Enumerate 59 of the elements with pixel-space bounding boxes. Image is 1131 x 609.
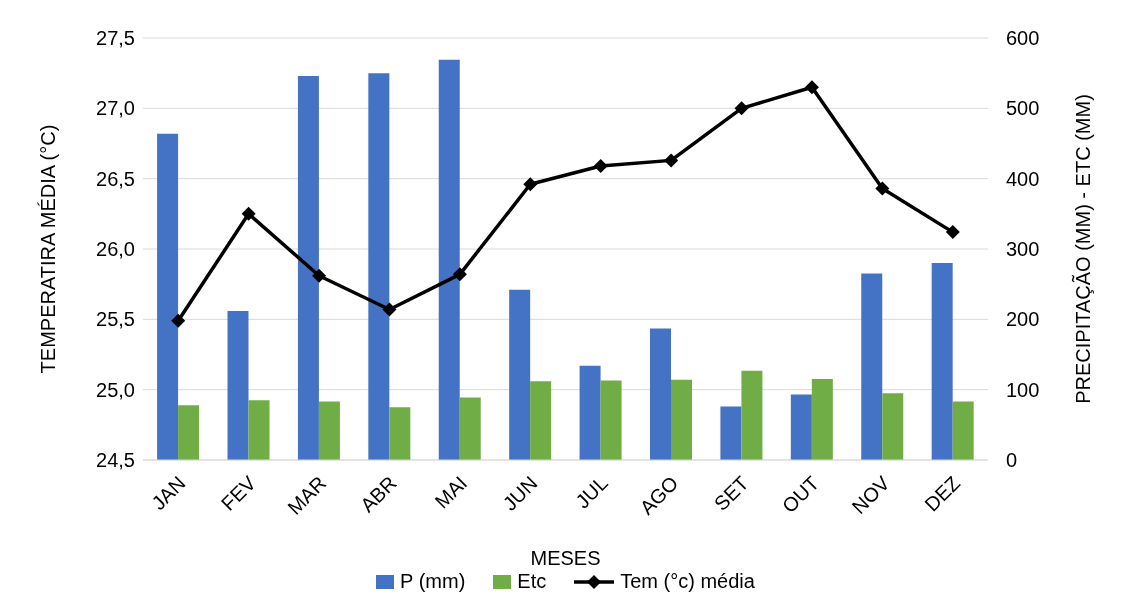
bar — [861, 273, 883, 460]
y-tick-label: 27,5 — [96, 27, 135, 50]
y2-tick-label: 600 — [1006, 27, 1040, 49]
y-tick-label: 25,5 — [96, 308, 135, 331]
bar — [671, 379, 692, 460]
bar — [579, 365, 601, 460]
y2-tick-label: 100 — [1006, 378, 1040, 401]
y-tick-label: 25,0 — [96, 378, 135, 401]
bar — [600, 380, 622, 460]
bar — [720, 406, 742, 460]
point — [171, 313, 186, 328]
bar — [952, 401, 974, 460]
bar — [368, 73, 390, 460]
y-tick-label: 24,5 — [96, 449, 135, 472]
bar — [790, 394, 812, 460]
y2-tick-label: 500 — [1006, 97, 1040, 120]
x-tick-label: JUL — [571, 471, 613, 513]
y-axis-title: TEMPERATIRA MÉDIA (°C) — [37, 124, 60, 374]
point — [593, 159, 608, 174]
point — [241, 206, 256, 221]
point — [664, 153, 679, 168]
bar — [157, 133, 179, 460]
point — [523, 177, 538, 192]
y2-tick-label: 400 — [1006, 167, 1040, 190]
bar — [389, 407, 411, 460]
bar — [248, 400, 270, 460]
bar — [318, 401, 340, 460]
bar — [650, 328, 671, 460]
x-axis-title: MESES — [530, 547, 601, 569]
bar — [178, 405, 200, 460]
bar — [227, 310, 249, 460]
bar — [459, 397, 481, 460]
y-tick-label: 27,0 — [96, 97, 135, 120]
bar — [811, 379, 833, 460]
bar — [438, 59, 460, 460]
bar — [882, 393, 904, 460]
point — [452, 267, 467, 282]
point — [382, 302, 397, 317]
point — [945, 225, 960, 240]
bar — [741, 370, 763, 460]
y2-tick-label: 0 — [1006, 449, 1018, 471]
bar — [297, 75, 319, 460]
legend-label: P (mm) — [399, 570, 466, 593]
y-tick-label: 26,5 — [96, 167, 135, 190]
point — [734, 101, 749, 116]
x-tick-label: JAN — [147, 471, 190, 515]
x-tick-label: MAI — [430, 471, 472, 513]
point — [804, 80, 819, 95]
y2-axis-title: PRECIPITAÇÃO (MM) - ETC (MM) — [1071, 94, 1095, 404]
bar — [509, 289, 531, 460]
point — [875, 181, 890, 196]
bar — [530, 381, 552, 460]
y2-tick-label: 300 — [1006, 238, 1040, 260]
legend-label: Tem (°c) média — [619, 570, 755, 593]
bar — [931, 263, 953, 460]
y2-tick-label: 200 — [1006, 308, 1040, 331]
point — [312, 268, 327, 283]
y-tick-label: 26,0 — [96, 238, 135, 261]
legend-label: Etc — [516, 570, 547, 593]
